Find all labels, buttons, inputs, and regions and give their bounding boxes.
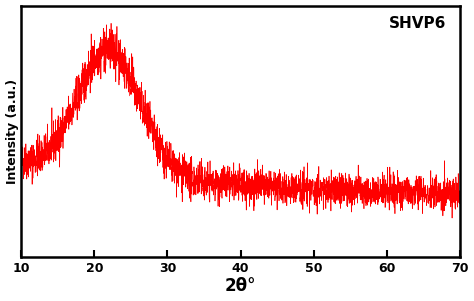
Y-axis label: Intensity (a.u.): Intensity (a.u.)	[6, 79, 18, 184]
X-axis label: 2θ°: 2θ°	[225, 278, 256, 296]
Text: SHVP6: SHVP6	[389, 16, 447, 31]
